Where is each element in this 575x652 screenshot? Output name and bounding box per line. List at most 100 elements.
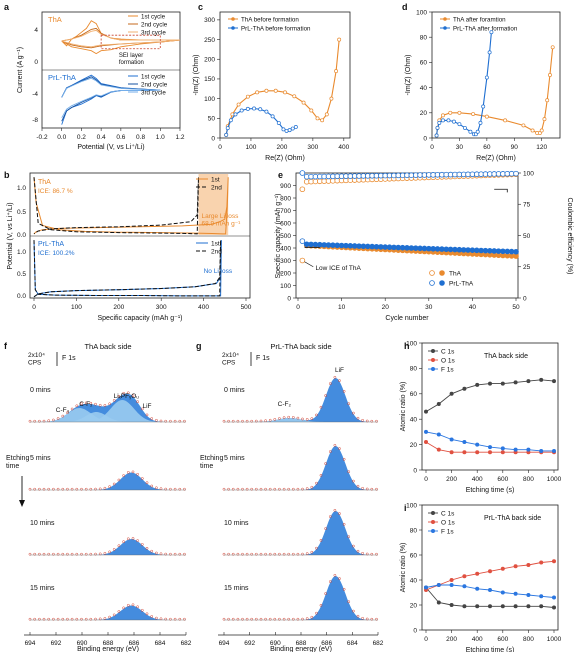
xps-data-point — [66, 552, 69, 556]
x-tick-label: 300 — [307, 144, 318, 151]
xps-data-point — [273, 552, 277, 556]
xps-data-point — [342, 522, 346, 526]
nyquist-point — [290, 126, 295, 131]
xps-data-point — [94, 402, 97, 406]
ratio-frame — [421, 342, 559, 471]
xps-data-point — [52, 418, 55, 422]
xps-data-point — [84, 617, 88, 621]
ratio-point — [475, 604, 480, 609]
x-tick-label: 600 — [497, 476, 508, 483]
panel-letter: d — [402, 2, 408, 12]
etching-time-label: 0 mins — [30, 387, 51, 394]
capacity-point — [513, 248, 519, 255]
x-tick-label: 688 — [296, 640, 307, 647]
nyquist-point — [230, 112, 235, 117]
xps-data-point — [140, 477, 144, 480]
legend-marker — [231, 26, 235, 30]
xps-data-point — [250, 552, 254, 556]
xps-data-point — [231, 419, 235, 423]
nyquist-point — [255, 90, 260, 95]
xps-data-point — [268, 552, 272, 556]
x-tick-label: 688 — [103, 640, 114, 647]
nyquist-point — [315, 116, 320, 121]
xps-data-point — [103, 617, 107, 620]
etching-time-label: 10 mins — [224, 520, 249, 527]
x-tick-label: 40 — [469, 304, 477, 311]
x-tick-label: 120 — [536, 144, 547, 151]
peak-label: C-F₂ — [278, 401, 292, 408]
xps-data-point — [122, 391, 125, 395]
xps-data-point — [356, 484, 360, 488]
xps-data-point — [259, 552, 263, 556]
xps-data-point — [296, 416, 300, 420]
y-axis-label: Specific capacity (mAh g⁻¹) — [275, 194, 282, 279]
nyquist-point — [239, 108, 244, 113]
xps-data-point — [173, 487, 177, 491]
legend-label: PrL-ThA after formation — [453, 26, 518, 33]
x-axis-label: Re(Z) (Ohm) — [265, 155, 305, 162]
xps-data-point — [291, 487, 295, 491]
y-tick-label: 800 — [280, 195, 291, 202]
nyquist-point — [448, 110, 453, 115]
xps-data-point — [164, 487, 168, 491]
xps-component-fill — [30, 408, 186, 422]
xps-data-point — [42, 487, 46, 491]
xps-data-point — [173, 419, 177, 423]
x-axis-label: Cycle number — [385, 315, 429, 322]
y-tick-label: 250 — [204, 37, 215, 44]
xps-data-point — [338, 379, 341, 382]
xps-data-point — [131, 537, 135, 540]
x-tick-label: 100 — [246, 144, 257, 151]
xps-data-point — [75, 404, 79, 408]
nyquist-point — [329, 96, 334, 101]
xps-data-point — [70, 617, 74, 621]
xps-data-point — [155, 616, 158, 620]
panel-b-ice-tha: ICE: 86.7 % — [38, 188, 73, 195]
xps-data-point — [178, 617, 182, 621]
gcd-frame — [29, 172, 251, 299]
xps-data-point — [33, 419, 37, 423]
legend-marker — [431, 529, 435, 533]
xps-data-point — [150, 484, 154, 488]
ratio-point — [513, 564, 518, 569]
nyquist-point — [273, 88, 278, 93]
x-tick-label: 200 — [446, 636, 457, 643]
gcd-line-prl — [33, 240, 222, 298]
xps-data-point — [56, 617, 60, 621]
xps-data-point — [231, 552, 235, 556]
y-axis-label: Current (A g⁻¹) — [17, 47, 24, 93]
y-tick-label: 40 — [410, 417, 418, 424]
xps-data-point — [342, 457, 346, 461]
ratio-point — [436, 447, 441, 452]
xps-data-point — [42, 552, 46, 556]
peak-label: LiₓPFᵧOᵤ — [114, 393, 140, 400]
xps-data-point — [61, 487, 65, 491]
y-axis-label: Atomic ratio (%) — [400, 543, 407, 593]
nyquist-point — [245, 106, 250, 111]
x-tick-label: 200 — [446, 476, 457, 483]
ce-point — [513, 170, 519, 177]
nyquist-point — [264, 109, 269, 114]
xps-data-point — [89, 401, 93, 405]
x-tick-label: 800 — [523, 476, 534, 483]
xps-data-point — [66, 487, 69, 491]
xps-data-point — [328, 450, 332, 453]
nyquist-point — [301, 100, 306, 105]
legend-label: 1st cycle — [141, 14, 166, 21]
x-tick-label: 400 — [198, 304, 209, 311]
xps-data-point — [245, 419, 249, 423]
xps-data-point — [145, 413, 149, 417]
scale-element-label: F 1s — [256, 355, 270, 362]
xps-data-point — [108, 615, 111, 619]
y2-axis-label: Coulombic efficiency (%) — [566, 198, 573, 275]
nyquist-point — [224, 132, 229, 137]
nyquist-point — [293, 125, 298, 129]
nyquist-point — [521, 123, 526, 128]
xps-data-point — [375, 419, 378, 423]
x-tick-label: 0 — [424, 636, 428, 643]
xps-data-point — [315, 546, 318, 550]
ratio-point — [436, 401, 441, 406]
xps-data-point — [145, 481, 149, 485]
y-tick-label: 80 — [410, 366, 418, 373]
nyquist-point — [473, 132, 478, 137]
